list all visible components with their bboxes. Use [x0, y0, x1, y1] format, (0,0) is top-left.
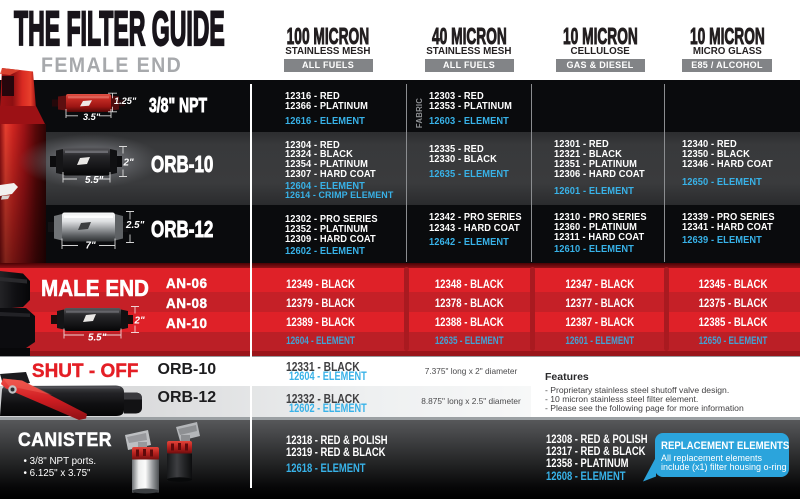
svg-text:7": 7" [86, 240, 96, 251]
svg-text:3.5": 3.5" [83, 112, 101, 122]
svg-text:5.5": 5.5" [88, 332, 107, 343]
svg-text:2": 2" [123, 157, 134, 168]
svg-text:5.5": 5.5" [85, 175, 104, 186]
svg-text:1.25": 1.25" [114, 96, 137, 106]
svg-text:2": 2" [134, 315, 145, 326]
svg-text:2.5": 2.5" [125, 220, 145, 231]
